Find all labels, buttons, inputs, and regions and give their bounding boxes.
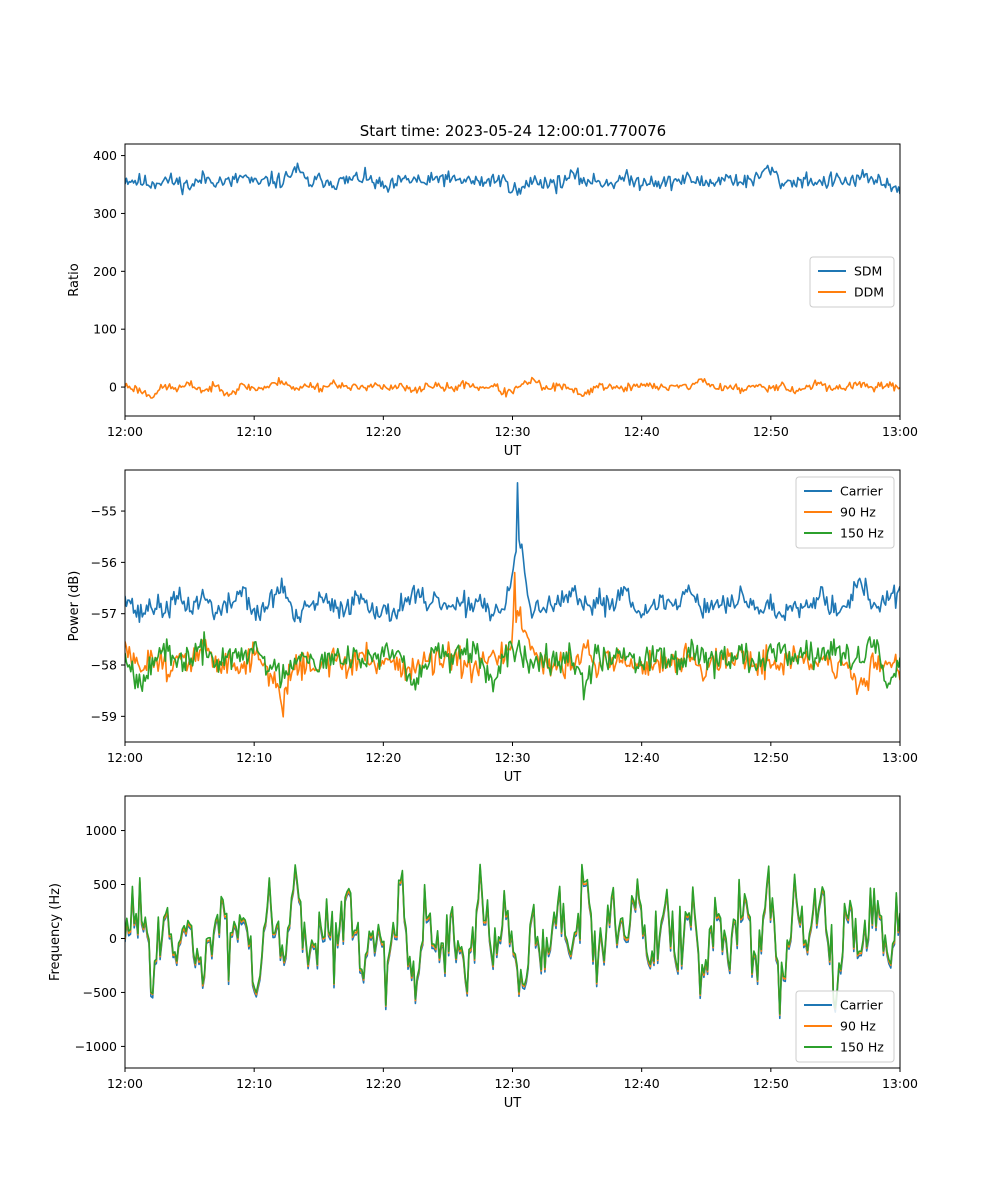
x-tick-label: 12:20: [365, 1076, 401, 1091]
y-tick-label: 400: [93, 148, 117, 163]
y-tick-label: 500: [93, 877, 117, 892]
x-tick-label: 13:00: [882, 1076, 918, 1091]
y-tick-label: −500: [83, 985, 117, 1000]
x-tick-label: 13:00: [882, 750, 918, 765]
legend-label: 90 Hz: [840, 505, 876, 520]
y-tick-label: 0: [109, 380, 117, 395]
legend: Carrier 90 Hz 150 Hz: [795, 990, 895, 1063]
y-axis-label: Power (dB): [67, 571, 82, 642]
x-tick-label: 12:30: [494, 424, 530, 439]
x-tick-label: 12:40: [624, 1076, 660, 1091]
x-tick-label: 12:00: [107, 424, 143, 439]
y-axis-label: Ratio: [67, 263, 82, 296]
series-line-150-hz: [125, 631, 900, 701]
legend-box: [795, 990, 895, 1063]
x-axis-label: UT: [504, 444, 522, 459]
series-line-150-hz: [125, 863, 900, 1015]
legend-label: 90 Hz: [840, 1019, 876, 1034]
y-tick-label: −56: [91, 555, 117, 570]
x-tick-label: 12:30: [494, 750, 530, 765]
x-tick-label: 12:10: [236, 424, 272, 439]
y-tick-label: 1000: [85, 823, 117, 838]
y-tick-label: 300: [93, 206, 117, 221]
x-tick-label: 12:50: [753, 424, 789, 439]
series-line-sdm: [125, 162, 900, 196]
chart-panel-3: 12:00 12:10 12:20 12:30 12:40 12:50 13:00 −1000…: [48, 795, 918, 1111]
chart-panel-1: 12:00 12:10 12:20 12:30 12:40 12:50 13:00 0 100 2…: [67, 143, 918, 459]
chart-panel-2: 12:00 12:10 12:20 12:30 12:40 12:50 13:00 −59 −5…: [67, 469, 918, 785]
x-tick-label: 12:40: [624, 750, 660, 765]
x-tick-label: 12:20: [365, 424, 401, 439]
series-line-ddm: [125, 376, 900, 399]
legend-box: [809, 256, 895, 308]
legend-label: SDM: [854, 264, 882, 279]
y-tick-label: 200: [93, 264, 117, 279]
legend-label: 150 Hz: [840, 1040, 884, 1055]
y-tick-label: −59: [91, 709, 117, 724]
x-tick-label: 12:00: [107, 1076, 143, 1091]
legend-label: 150 Hz: [840, 526, 884, 541]
y-tick-label: −55: [91, 504, 117, 519]
x-tick-label: 12:20: [365, 750, 401, 765]
y-tick-label: 100: [93, 322, 117, 337]
legend: SDM DDM: [809, 256, 895, 308]
x-tick-label: 12:00: [107, 750, 143, 765]
legend-box: [795, 476, 895, 549]
x-tick-label: 12:50: [753, 1076, 789, 1091]
x-tick-label: 12:40: [624, 424, 660, 439]
series-line-carrier: [125, 482, 900, 623]
series-line-90-hz: [125, 571, 900, 718]
legend: Carrier 90 Hz 150 Hz: [795, 476, 895, 549]
y-tick-label: 0: [109, 931, 117, 946]
x-tick-label: 12:10: [236, 1076, 272, 1091]
y-tick-label: −58: [91, 658, 117, 673]
x-tick-label: 13:00: [882, 424, 918, 439]
x-axis-label: UT: [504, 770, 522, 785]
x-tick-label: 12:30: [494, 1076, 530, 1091]
y-tick-label: −57: [91, 606, 117, 621]
legend-label: Carrier: [840, 484, 884, 499]
figure-title: Start time: 2023-05-24 12:00:01.770076: [360, 122, 666, 140]
y-axis-label: Frequency (Hz): [48, 883, 63, 981]
x-tick-label: 12:50: [753, 750, 789, 765]
legend-label: DDM: [854, 285, 884, 300]
x-tick-label: 12:10: [236, 750, 272, 765]
y-tick-label: −1000: [75, 1039, 117, 1054]
legend-label: Carrier: [840, 998, 884, 1013]
x-axis-label: UT: [504, 1096, 522, 1111]
